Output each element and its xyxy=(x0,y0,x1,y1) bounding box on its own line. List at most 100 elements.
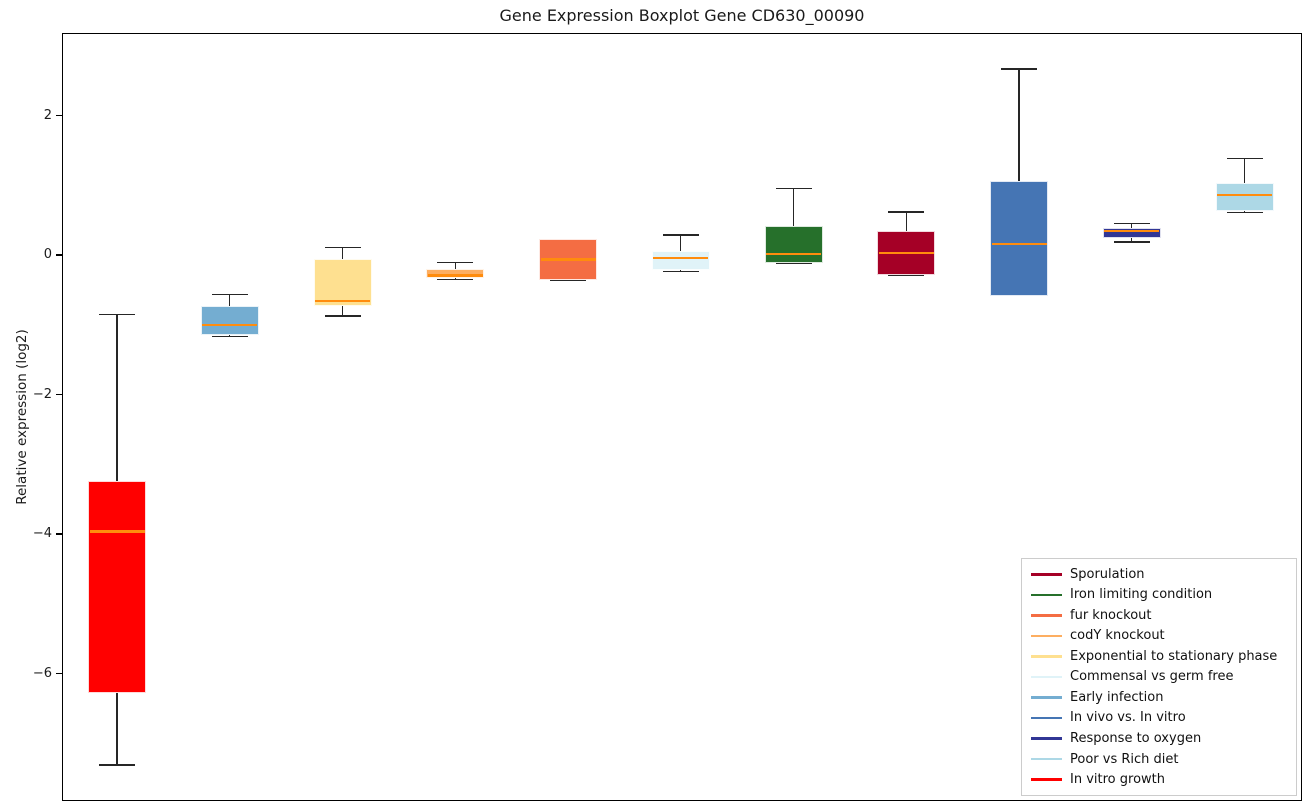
legend-item: fur knockout xyxy=(1031,606,1292,625)
legend-item: Commensal vs germ free xyxy=(1031,667,1292,686)
box-whisker-upper xyxy=(229,294,231,306)
legend-item: Response to oxygen xyxy=(1031,729,1292,748)
legend-item: In vitro growth xyxy=(1031,770,1292,789)
box-whisker-upper xyxy=(905,212,907,231)
legend-item: Exponential to stationary phase xyxy=(1031,647,1292,666)
legend-label: In vivo vs. In vitro xyxy=(1070,710,1186,726)
box-cap-upper xyxy=(99,313,135,316)
legend-swatch-line-icon xyxy=(1031,757,1062,761)
legend-swatch-line-icon xyxy=(1031,655,1062,658)
chart-title: Gene Expression Boxplot Gene CD630_00090 xyxy=(499,6,865,25)
legend-label: Poor vs Rich diet xyxy=(1070,751,1179,767)
legend-swatch-line-icon xyxy=(1031,675,1062,679)
box-whisker-upper xyxy=(1131,223,1133,229)
legend-item: Poor vs Rich diet xyxy=(1031,750,1292,769)
box-whisker-lower xyxy=(680,269,682,272)
box-median-line xyxy=(540,258,596,261)
y-tick-mark xyxy=(56,533,62,535)
box-whisker-lower xyxy=(116,692,118,766)
box-cap-lower xyxy=(99,764,135,766)
box-median-line xyxy=(653,256,709,260)
plot-area xyxy=(62,33,1302,801)
box-median-line xyxy=(1104,229,1160,232)
legend-swatch-line-icon xyxy=(1031,778,1062,781)
legend-label: Response to oxygen xyxy=(1070,731,1202,747)
y-tick-mark xyxy=(56,393,62,396)
box-whisker-lower xyxy=(1243,210,1246,213)
legend-label: Exponential to stationary phase xyxy=(1070,648,1278,664)
legend-swatch-line-icon xyxy=(1031,572,1062,576)
box-cap-upper xyxy=(888,211,925,213)
box-body xyxy=(313,259,372,307)
box-whisker-upper xyxy=(680,235,682,252)
legend-label: codY knockout xyxy=(1070,628,1165,644)
box-median-line xyxy=(315,299,370,302)
legend-item: In vivo vs. In vitro xyxy=(1031,708,1292,727)
legend: Sporulation Iron limiting condition fur kn… xyxy=(1021,558,1297,796)
box-whisker-upper xyxy=(1018,69,1020,181)
y-tick-label: −4 xyxy=(32,526,52,541)
box-median-line xyxy=(427,274,483,277)
box-median-line xyxy=(878,252,934,255)
y-tick-mark xyxy=(56,672,62,675)
box-cap-upper xyxy=(550,238,586,240)
legend-swatch-line-icon xyxy=(1031,716,1062,720)
legend-item: Early infection xyxy=(1031,688,1292,707)
legend-label: In vitro growth xyxy=(1070,772,1165,788)
box-cap-lower xyxy=(662,270,699,273)
box-median-line xyxy=(1217,193,1272,196)
box-whisker-upper xyxy=(116,314,118,481)
box-cap-upper xyxy=(1001,68,1037,70)
box-cap-lower xyxy=(437,279,474,281)
box-median-line xyxy=(991,243,1047,246)
legend-label: Commensal vs germ free xyxy=(1070,669,1234,685)
box-body xyxy=(651,251,710,270)
legend-swatch-line-icon xyxy=(1031,593,1062,597)
box-cap-lower xyxy=(1226,212,1263,214)
legend-item: Iron limiting condition xyxy=(1031,585,1292,604)
y-tick-mark xyxy=(56,114,62,117)
box-body xyxy=(1215,182,1274,211)
box-whisker-upper xyxy=(792,188,795,226)
box-cap-upper xyxy=(437,261,474,263)
box-cap-lower xyxy=(211,335,248,337)
box-cap-upper xyxy=(775,187,812,190)
box-cap-upper xyxy=(324,246,361,249)
box-body xyxy=(1102,228,1161,238)
box-whisker-lower xyxy=(341,306,344,316)
box-median-line xyxy=(766,252,821,255)
box-cap-upper xyxy=(1113,222,1150,224)
legend-swatch-line-icon xyxy=(1031,634,1062,638)
legend-label: Iron limiting condition xyxy=(1070,587,1213,603)
y-tick-label: −2 xyxy=(32,386,52,402)
legend-label: Early infection xyxy=(1070,689,1164,705)
box-whisker-upper xyxy=(341,247,344,260)
box-body xyxy=(200,305,259,335)
y-tick-label: −6 xyxy=(32,665,52,681)
box-body xyxy=(764,226,823,263)
box-cap-upper xyxy=(1226,157,1263,160)
box-body xyxy=(88,480,146,693)
box-cap-lower xyxy=(1001,295,1037,297)
box-whisker-upper xyxy=(454,262,456,270)
legend-swatch-line-icon xyxy=(1031,614,1062,617)
y-axis-label: Relative expression (log2) xyxy=(14,329,30,505)
y-tick-label: 2 xyxy=(43,107,52,123)
legend-swatch-line-icon xyxy=(1031,737,1062,740)
box-cap-lower xyxy=(888,274,925,276)
box-cap-lower xyxy=(775,262,812,264)
box-whisker-upper xyxy=(1243,158,1246,183)
box-cap-lower xyxy=(324,315,361,317)
legend-item: codY knockout xyxy=(1031,626,1292,645)
y-tick-label: 0 xyxy=(43,247,52,262)
legend-label: Sporulation xyxy=(1070,566,1145,582)
legend-label: fur knockout xyxy=(1070,607,1152,623)
legend-swatch-line-icon xyxy=(1031,696,1062,699)
box-body xyxy=(990,180,1048,296)
box-cap-lower xyxy=(550,279,586,282)
box-cap-upper xyxy=(211,293,248,296)
box-body xyxy=(426,269,485,279)
box-whisker-lower xyxy=(1131,237,1133,243)
legend-item: Sporulation xyxy=(1031,565,1292,584)
